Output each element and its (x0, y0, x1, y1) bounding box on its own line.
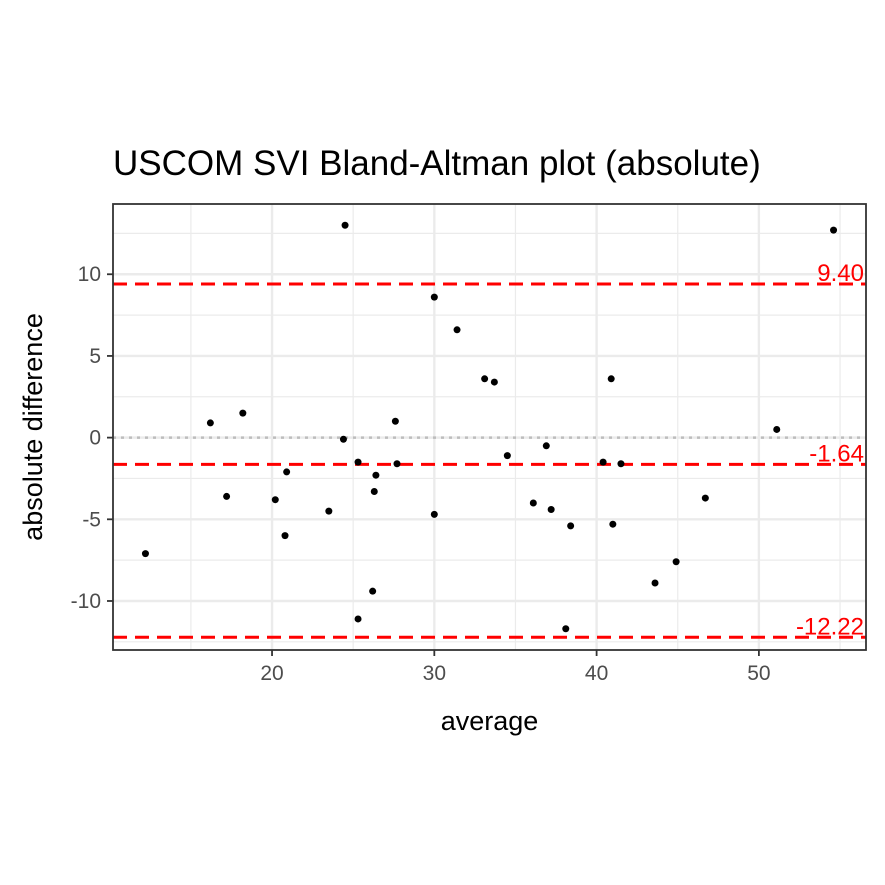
reference-line-label: -1.64 (809, 440, 864, 467)
y-axis-title: absolute difference (18, 313, 48, 541)
data-point (617, 460, 625, 468)
reference-line-label: 9.40 (817, 260, 864, 287)
data-point (206, 419, 214, 427)
x-axis-title: average (441, 706, 539, 736)
data-point (281, 532, 289, 540)
data-point (283, 468, 291, 476)
data-point (391, 417, 399, 425)
data-point (453, 326, 461, 334)
data-point (490, 378, 498, 386)
plot-border (112, 203, 867, 651)
y-tick-label: -5 (82, 508, 101, 531)
data-point (599, 458, 607, 466)
x-tick-label: 50 (747, 662, 770, 685)
data-point (430, 510, 438, 518)
y-tick-label: 5 (89, 345, 101, 368)
data-point (529, 499, 537, 507)
data-point (271, 496, 279, 504)
data-point (609, 520, 617, 528)
reference-line-label: -12.22 (796, 613, 864, 640)
data-point (607, 375, 615, 383)
data-point (430, 293, 438, 301)
data-point (141, 550, 149, 558)
data-point (354, 458, 362, 466)
data-point (830, 226, 838, 234)
data-point (354, 615, 362, 623)
x-tick-label: 20 (260, 662, 283, 685)
major-gridlines (113, 204, 866, 650)
x-axis: 20 30 40 50 (260, 650, 771, 685)
data-point (701, 494, 709, 502)
data-point (481, 375, 489, 383)
plot-panel (113, 204, 866, 650)
data-point (773, 425, 781, 433)
y-axis: -10 -5 0 5 10 (71, 263, 113, 613)
data-point (672, 558, 680, 566)
data-point (372, 471, 380, 479)
data-point (239, 409, 247, 417)
data-point (370, 488, 378, 496)
y-tick-label: 0 (89, 427, 101, 450)
minor-gridlines (113, 204, 866, 650)
data-point (503, 452, 511, 460)
data-point (567, 522, 575, 530)
data-point (339, 435, 347, 443)
data-point (223, 492, 231, 500)
reference-lines: 9.40 -1.64 -12.22 (113, 260, 866, 640)
data-points (141, 221, 838, 633)
data-point (393, 460, 401, 468)
data-point (547, 506, 555, 514)
data-point (325, 507, 333, 515)
y-tick-label: 10 (78, 263, 101, 286)
data-point (651, 579, 659, 587)
plot-area: 9.40 -1.64 -12.22 (112, 203, 867, 651)
x-tick-label: 40 (585, 662, 608, 685)
y-tick-label: -10 (71, 590, 101, 613)
data-point (369, 587, 377, 595)
x-tick-label: 30 (423, 662, 446, 685)
data-point (562, 625, 570, 633)
data-point (542, 442, 550, 450)
data-point (341, 221, 349, 229)
chart-title: USCOM SVI Bland-Altman plot (absolute) (113, 144, 761, 183)
